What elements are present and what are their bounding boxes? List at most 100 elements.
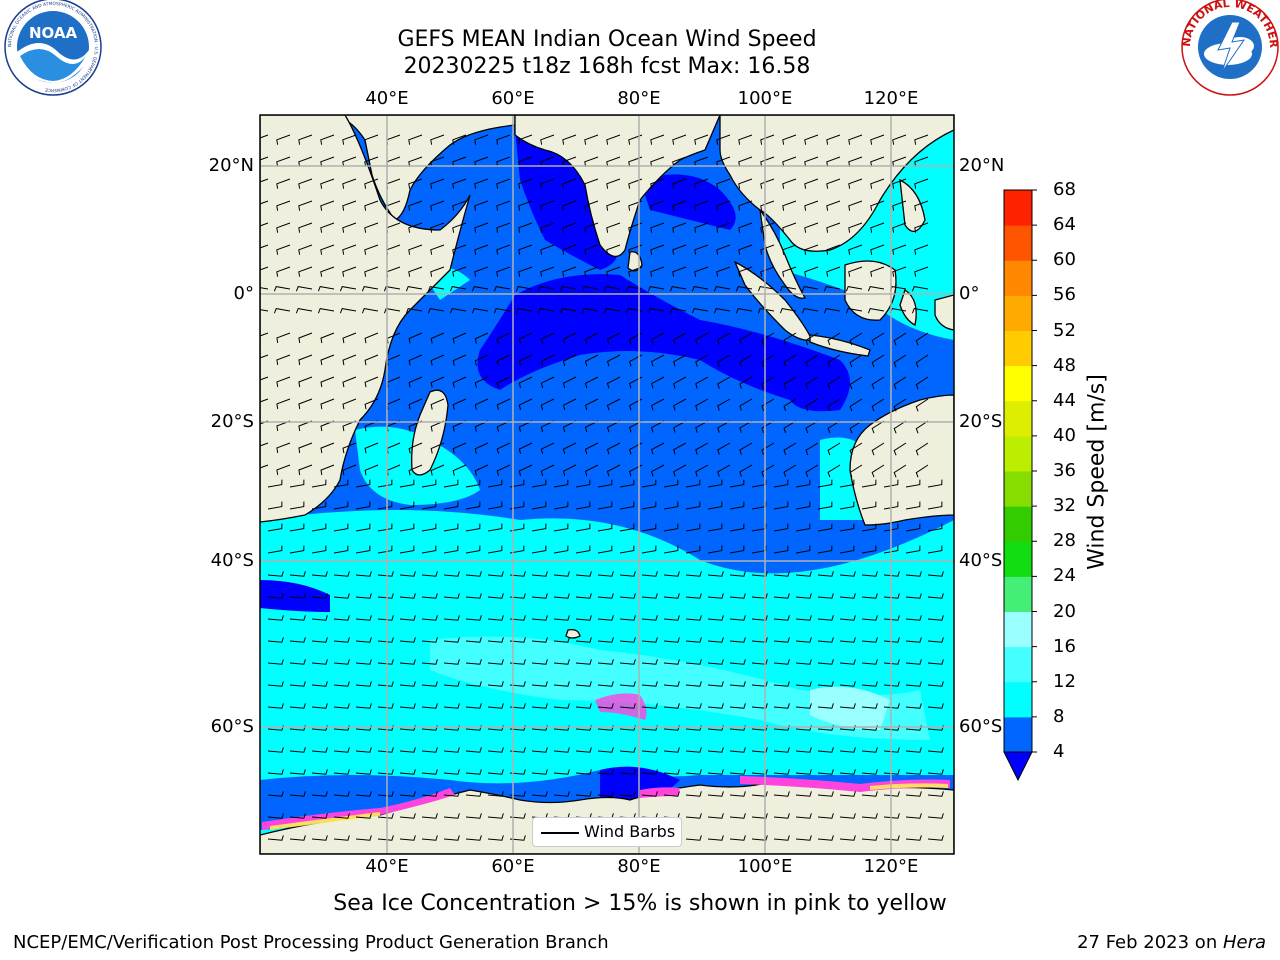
wind-barb (540, 332, 555, 345)
wind-barb (575, 545, 591, 554)
wind-barb (399, 813, 416, 819)
wind-barb (342, 156, 357, 167)
wind-barb (817, 615, 834, 621)
wind-barb (276, 464, 291, 475)
wind-barb (430, 178, 445, 189)
wind-barb (695, 442, 709, 455)
wind-barb (773, 571, 790, 577)
colorbar-label: Wind Speed [m/s] (1084, 374, 1110, 570)
wind-barb (597, 769, 614, 775)
wind-barb (575, 615, 592, 621)
wind-barb (927, 615, 944, 621)
wind-barb (597, 637, 614, 643)
wind-barb (861, 571, 878, 577)
colorbar-segment (1004, 295, 1032, 331)
wind-barb (883, 545, 899, 554)
wind-barb (584, 442, 599, 455)
wind-barb (540, 266, 555, 277)
wind-barb (355, 501, 371, 510)
wind-barb (443, 523, 459, 532)
wind-barb (443, 615, 460, 621)
wind-barb (782, 134, 797, 145)
wind-barb (915, 332, 929, 346)
wind-barb (673, 376, 687, 389)
lon-label-bottom: 60°E (491, 856, 535, 877)
wind-barb (672, 244, 687, 255)
wind-barb (260, 156, 269, 161)
nws-logo: NATIONAL WEATHER SERVICE (0, 0, 1280, 96)
wind-barb (628, 156, 643, 167)
wind-barb (914, 178, 929, 189)
wind-barb (311, 769, 328, 775)
wind-barb (399, 681, 416, 687)
wind-barb (408, 332, 423, 344)
wind-barb (487, 615, 504, 621)
wind-barb (443, 593, 460, 599)
wind-barb (760, 134, 775, 145)
wind-barb (606, 266, 621, 277)
svg-text:NATIONAL WEATHER SERVICE: NATIONAL WEATHER SERVICE (0, 0, 1280, 49)
wind-barb (603, 286, 621, 292)
wind-barb (540, 134, 555, 145)
wind-barb (377, 571, 394, 577)
wind-barb (531, 501, 547, 510)
wind-barb (465, 791, 482, 797)
wind-barb (575, 501, 591, 510)
wind-barb (673, 442, 687, 455)
wind-barb (427, 308, 445, 314)
wind-barb (839, 637, 856, 643)
lon-label-bottom: 100°E (737, 856, 793, 877)
wind-barb (783, 376, 797, 390)
wind-barb (795, 637, 812, 643)
wind-barb (298, 332, 313, 344)
wind-barb (914, 222, 929, 233)
wind-barb (669, 308, 687, 314)
wind-barb (650, 134, 665, 145)
wind-barb (795, 769, 812, 775)
wind-barb (817, 813, 834, 819)
wind-barb (927, 835, 944, 841)
wind-barb (452, 134, 467, 145)
wind-barb (927, 479, 943, 488)
wind-barb (452, 222, 467, 233)
map-frame (259, 114, 955, 855)
wind-barb (311, 593, 328, 599)
wind-barb (276, 156, 291, 167)
wind-barb (531, 681, 548, 687)
wind-barb (430, 266, 445, 277)
colorbar (1003, 189, 1037, 782)
wind-barb (509, 835, 526, 841)
wind-barb (449, 308, 467, 314)
wind-barb (518, 156, 533, 167)
wind-barb (487, 659, 504, 665)
wind-barb (629, 354, 643, 367)
wind-barb (531, 593, 548, 599)
wind-barb (298, 244, 313, 255)
wind-barb (289, 571, 306, 577)
wind-barb (717, 354, 731, 367)
wind-barb (848, 156, 863, 167)
wind-barb (804, 222, 819, 233)
wind-barb (729, 593, 746, 599)
wind-barb (496, 464, 511, 476)
wind-barb (531, 523, 547, 532)
wind-barb (465, 545, 481, 554)
wind-barb (289, 523, 305, 532)
wind-barb (443, 813, 460, 819)
wind-barb (562, 266, 577, 277)
wind-barb (751, 593, 768, 599)
wind-barb (260, 376, 269, 381)
wind-barb (619, 703, 636, 709)
wind-barb (914, 134, 929, 145)
wind-barb (751, 479, 767, 488)
wind-barb (465, 571, 482, 577)
wind-barb (735, 308, 753, 314)
wind-barb (927, 593, 944, 599)
wind-barb (827, 420, 841, 434)
wind-barb (289, 769, 306, 775)
wind-barb (795, 681, 812, 687)
wind-barb (405, 308, 423, 314)
wind-barb (496, 222, 511, 233)
nws-ring-text: NATIONAL WEATHER SERVICE (0, 0, 1280, 49)
wind-barbs (260, 134, 944, 841)
